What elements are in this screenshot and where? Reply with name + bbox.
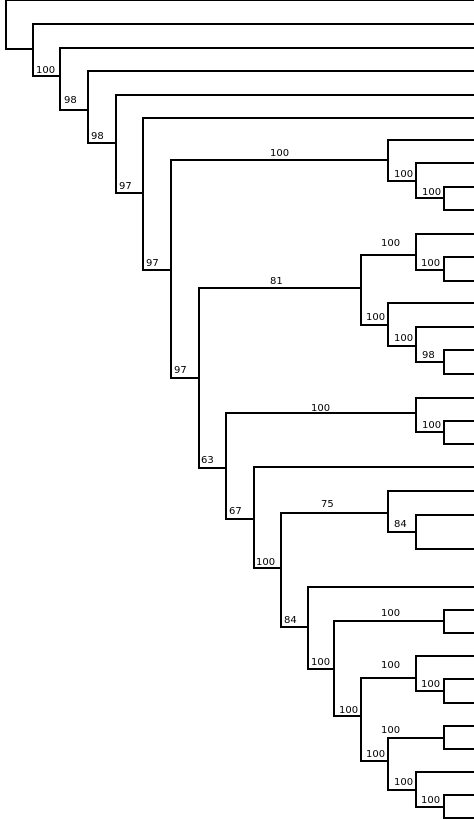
support-label: 100 — [422, 187, 441, 198]
support-label: 100 — [270, 148, 289, 159]
support-label: 100 — [422, 420, 441, 431]
support-label: 100 — [421, 258, 440, 269]
support-label: 84 — [284, 615, 297, 626]
support-label: 100 — [311, 403, 330, 414]
support-label: 98 — [64, 95, 77, 106]
support-label: 100 — [381, 238, 400, 249]
support-label: 100 — [366, 749, 385, 760]
support-label: 98 — [422, 350, 435, 361]
support-label: 100 — [421, 795, 440, 806]
tree-branches — [5, 0, 474, 819]
support-label: 100 — [381, 608, 400, 619]
support-labels: 100 98 98 97 97 97 63 67 100 84 100 100 … — [36, 65, 441, 806]
support-label: 97 — [146, 258, 159, 269]
support-label: 81 — [270, 276, 283, 287]
support-label: 100 — [36, 65, 55, 76]
support-label: 100 — [339, 705, 358, 716]
support-label: 100 — [381, 660, 400, 671]
support-label: 97 — [174, 365, 187, 376]
support-label: 67 — [229, 506, 242, 517]
support-label: 100 — [394, 333, 413, 344]
support-label: 75 — [321, 499, 334, 510]
support-label: 100 — [311, 657, 330, 668]
support-label: 97 — [119, 181, 132, 192]
support-label: 63 — [201, 455, 214, 466]
support-label: 100 — [394, 777, 413, 788]
support-label: 100 — [366, 312, 385, 323]
support-label: 100 — [394, 169, 413, 180]
support-label: 100 — [256, 557, 275, 568]
support-label: 98 — [91, 131, 104, 142]
support-label: 100 — [381, 725, 400, 736]
support-label: 100 — [421, 679, 440, 690]
support-label: 84 — [394, 519, 407, 530]
